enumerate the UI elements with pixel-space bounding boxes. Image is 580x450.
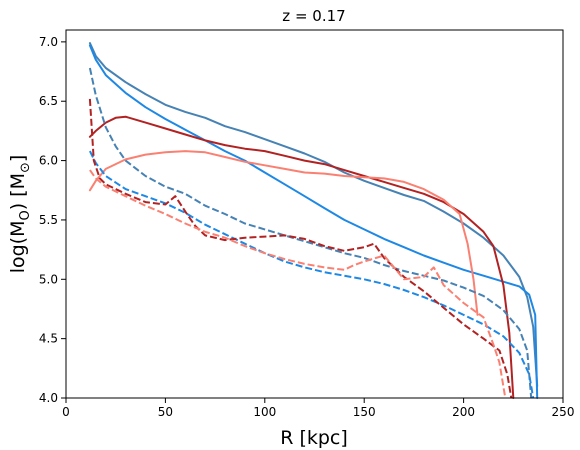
y-axis-label: log(MO) [M⊙]: [7, 155, 33, 274]
y-tick-label: 4.0: [39, 391, 58, 405]
y-tick-label: 5.0: [39, 272, 58, 286]
y-axis-label-main: log(M: [7, 221, 29, 274]
y-tick-label: 5.5: [39, 213, 58, 227]
series-line-6-dashed: [89, 150, 535, 399]
series-line-7-dashed: [88, 98, 513, 399]
x-tick-label: 50: [158, 405, 173, 419]
y-tick-label: 6.5: [39, 94, 58, 108]
series-line-8-dashed: [89, 169, 507, 399]
x-tick-label: 250: [552, 405, 575, 419]
series-line-1-solid: [88, 42, 539, 388]
y-axis-label-sub-sun: ⊙: [18, 162, 33, 173]
plot-frame: [65, 29, 564, 399]
x-tick-label: 100: [253, 405, 276, 419]
y-tick-label: 4.5: [39, 332, 58, 346]
x-tick-label: 150: [353, 405, 376, 419]
series-line-2-solid: [88, 44, 539, 399]
y-axis-label-end: ]: [7, 155, 29, 162]
y-axis-label-mid: ) [M: [7, 173, 29, 210]
y-tick-label: 6.0: [39, 154, 58, 168]
y-axis-ticks: 4.0 4.5 5.0 5.5 6.0 6.5 7.0: [39, 35, 66, 405]
series-line-4-solid: [88, 150, 479, 316]
x-axis-label: R [kpc]: [280, 427, 348, 449]
series-layer: [88, 42, 539, 399]
x-tick-label: 200: [452, 405, 475, 419]
y-axis-label-sub-o: O: [18, 210, 33, 220]
x-axis-ticks: 0 50 100 150 200 250: [62, 398, 574, 419]
series-line-3-solid: [88, 115, 515, 399]
x-tick-label: 0: [62, 405, 70, 419]
y-tick-label: 7.0: [39, 35, 58, 49]
chart-title: z = 0.17: [282, 7, 345, 25]
